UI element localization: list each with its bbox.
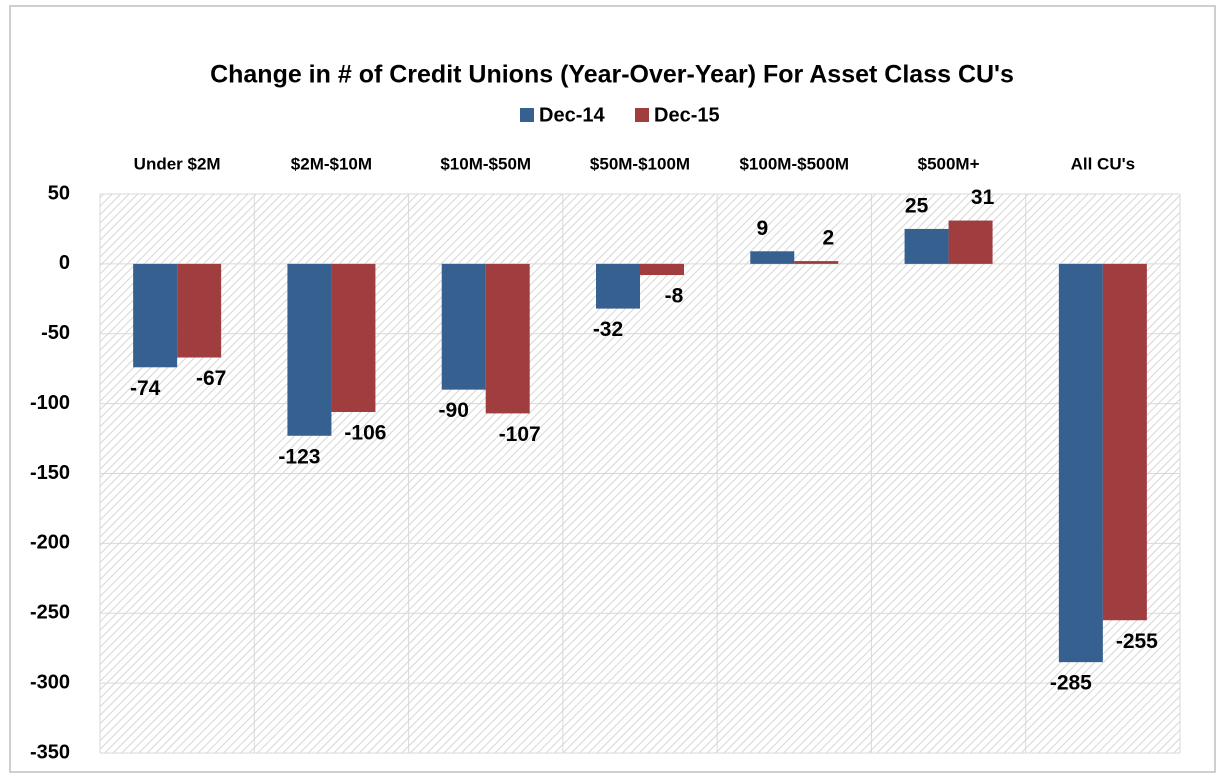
data-label: -255 — [1116, 630, 1158, 653]
bar — [133, 263, 178, 368]
bar — [1058, 263, 1103, 663]
data-label: -123 — [278, 445, 320, 468]
legend-swatch — [635, 108, 649, 122]
data-label: -90 — [439, 399, 469, 422]
legend-label: Dec-14 — [539, 104, 605, 126]
bar — [794, 261, 839, 264]
y-tick-label: -50 — [41, 322, 70, 344]
data-label: -106 — [344, 422, 386, 445]
bar — [331, 263, 376, 413]
legend-swatch — [520, 108, 534, 122]
bar — [1102, 263, 1147, 621]
bar — [948, 220, 993, 264]
bar — [750, 251, 795, 264]
bar — [596, 263, 640, 309]
legend-label: Dec-15 — [654, 104, 720, 126]
category-label: All CU's — [1071, 154, 1136, 173]
data-label: -8 — [665, 285, 684, 308]
category-label: $2M-$10M — [291, 154, 372, 173]
data-label: 9 — [756, 217, 768, 240]
y-tick-label: 0 — [59, 252, 70, 274]
category-label: $500M+ — [918, 154, 980, 173]
data-label: 25 — [905, 194, 929, 217]
category-label: Under $2M — [134, 154, 221, 173]
bar — [441, 263, 486, 390]
data-label: -74 — [130, 377, 161, 400]
y-tick-label: -350 — [30, 741, 70, 763]
category-label: $10M-$50M — [440, 154, 531, 173]
category-label: $100M-$500M — [739, 154, 849, 173]
y-tick-label: -200 — [30, 532, 70, 554]
data-label: -107 — [499, 423, 541, 446]
bar — [640, 263, 684, 276]
chart-title: Change in # of Credit Unions (Year-Over-… — [210, 61, 1014, 89]
data-label: 2 — [822, 227, 834, 250]
category-label: $50M-$100M — [590, 154, 690, 173]
y-tick-label: -250 — [30, 602, 70, 624]
bar — [485, 263, 530, 414]
y-tick-label: -300 — [30, 671, 70, 693]
y-tick-label: -100 — [30, 392, 70, 414]
bar — [177, 263, 222, 358]
data-label: -32 — [593, 318, 623, 341]
y-tick-label: 50 — [48, 182, 70, 204]
bar — [287, 263, 332, 436]
data-label: -285 — [1050, 672, 1092, 695]
y-tick-label: -150 — [30, 462, 70, 484]
data-label: 31 — [971, 186, 995, 209]
bar — [904, 228, 949, 264]
data-label: -67 — [196, 367, 226, 390]
